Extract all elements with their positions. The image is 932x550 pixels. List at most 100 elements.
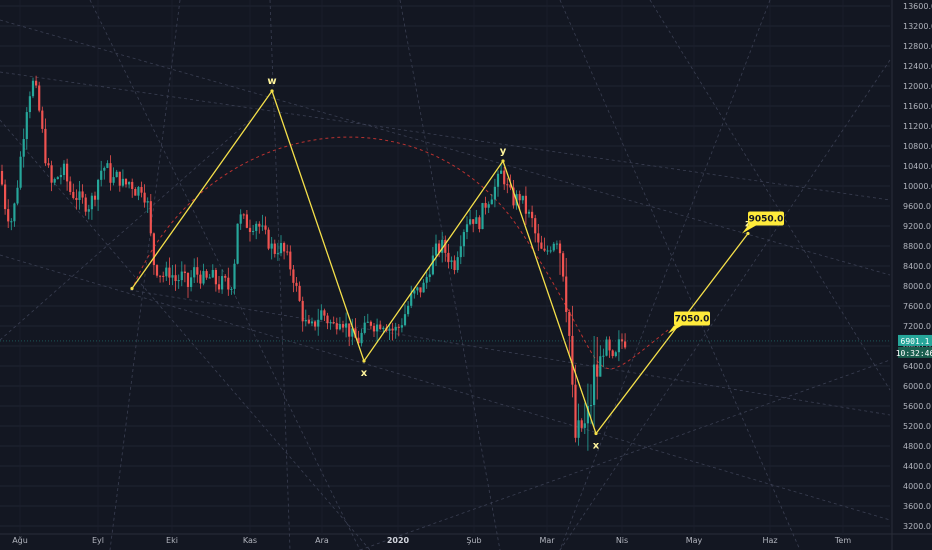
candle-body	[90, 195, 93, 210]
candle-body	[391, 328, 394, 331]
candle-body	[66, 163, 69, 182]
pattern-point	[362, 359, 366, 363]
candle-body	[146, 201, 149, 203]
candle-body	[456, 257, 459, 271]
candle-body	[273, 243, 276, 254]
candle-body	[78, 191, 81, 201]
candle-body	[93, 195, 97, 200]
candle-body	[388, 328, 391, 331]
candle-body	[165, 267, 168, 277]
pattern-line	[131, 89, 749, 435]
candle-body	[72, 191, 75, 198]
candle-body	[109, 163, 112, 183]
candle-body	[53, 179, 56, 183]
candle-body	[35, 80, 38, 86]
time-tick-label: Nis	[616, 536, 628, 545]
candle-body	[224, 276, 227, 278]
candle-body	[214, 269, 217, 285]
candle-body	[583, 423, 586, 428]
price-tick-label: 9600.0	[903, 202, 931, 211]
candle-body	[562, 253, 565, 277]
candle-body	[87, 209, 90, 212]
candle-body	[577, 420, 580, 438]
candle-body	[100, 170, 103, 180]
candle-body	[571, 335, 574, 385]
candle-body	[487, 204, 490, 208]
time-tick-label: 2020	[387, 536, 410, 545]
time-tick-label: Kas	[243, 536, 257, 545]
candle-body	[605, 339, 608, 356]
dashed-trend-line	[0, 119, 251, 341]
candle-body	[422, 282, 425, 293]
dashed-trend-line	[129, 289, 891, 416]
candle-body	[47, 163, 50, 166]
candle-body	[137, 187, 140, 196]
candle-body	[75, 197, 78, 201]
last-price-tag	[898, 334, 932, 346]
candle-body	[208, 277, 211, 279]
candle-body	[7, 209, 10, 222]
candle-body	[338, 324, 341, 330]
candle-body	[205, 271, 208, 278]
candle-body	[537, 233, 540, 243]
candle-body	[140, 187, 143, 193]
candle-body	[307, 319, 310, 324]
candle-body	[453, 260, 456, 271]
price-tick-label: 6000.0	[903, 382, 931, 391]
candle-body	[193, 267, 196, 278]
candle-body	[233, 263, 236, 289]
candle-body	[524, 195, 527, 214]
candle-body	[620, 339, 624, 342]
candle-body	[4, 184, 7, 210]
price-axis[interactable]: 13600.0 13200.0 12800.0 12400.0 12000.0 11600…	[903, 2, 932, 531]
candle-body	[112, 177, 115, 183]
dashed-trend-line	[359, 359, 891, 550]
pattern-point	[501, 159, 505, 163]
time-tick-label: Şub	[466, 536, 481, 545]
candle-body	[512, 187, 515, 206]
candle-body	[534, 218, 537, 234]
candle-body	[475, 217, 478, 224]
time-axis[interactable]: Ağu Eyl Eki Kas Ara 2020 Şub Mar Nis May Haz Tem	[12, 536, 851, 545]
price-tick-label: 12400.0	[903, 62, 932, 71]
candle-body	[174, 275, 177, 281]
candle-body	[183, 271, 186, 273]
candle-body	[162, 275, 165, 277]
candle-body	[496, 173, 500, 187]
candle-body	[506, 184, 509, 186]
pattern-point	[746, 231, 750, 236]
time-tick-label: Haz	[762, 536, 777, 545]
candle-body	[320, 310, 323, 320]
candle-body	[608, 339, 611, 351]
candle-body	[279, 243, 283, 254]
time-tick-label: Eyl	[92, 536, 104, 545]
dashed-trend-line	[0, 119, 371, 550]
candle-body	[382, 327, 385, 330]
candle-body	[500, 170, 503, 174]
candle-body	[419, 287, 422, 293]
candle-body	[565, 276, 568, 312]
candle-body	[115, 171, 118, 178]
candle-body	[568, 311, 571, 336]
candle-body	[410, 293, 413, 306]
target-box	[748, 211, 784, 226]
candle-body	[264, 225, 267, 230]
candle-body	[428, 274, 431, 278]
candle-body	[59, 174, 62, 178]
candle-body	[236, 223, 239, 264]
candle-body	[611, 350, 614, 357]
price-tick-label: 4000.0	[903, 482, 931, 491]
candle-body	[425, 277, 428, 283]
candle-body	[196, 267, 199, 275]
candle-body	[84, 197, 87, 212]
candle-body	[31, 80, 35, 97]
candle-body	[472, 219, 475, 224]
price-tick-label: 12000.0	[903, 82, 932, 91]
candle-body	[270, 243, 273, 249]
candle-body	[546, 250, 549, 252]
candle-body	[159, 275, 162, 277]
candle-body	[0, 171, 4, 185]
candle-body	[345, 323, 348, 328]
